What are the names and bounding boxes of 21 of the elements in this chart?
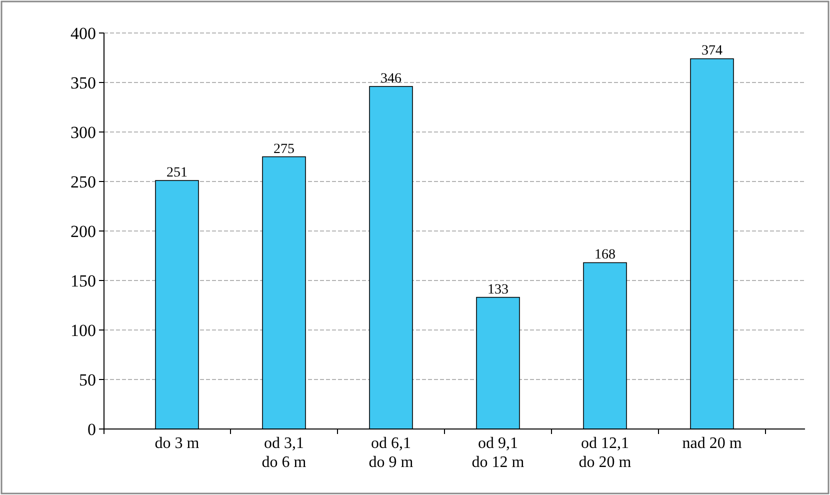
x-tick-label: do 3 m [154, 435, 200, 452]
y-tick-label: 250 [70, 172, 96, 192]
y-tick-label: 300 [70, 122, 96, 142]
data-label: 168 [594, 248, 616, 263]
y-tick-label: 200 [70, 222, 96, 241]
y-tick-label: 350 [70, 73, 96, 92]
data-label: 374 [702, 44, 722, 59]
x-tick-label: od 9,1 do 12 m [472, 435, 525, 471]
data-label: 346 [380, 71, 402, 86]
x-tick-label: od 12,1 do 20 m [578, 435, 632, 471]
data-label: 275 [274, 142, 294, 157]
y-tick-label: 50 [79, 370, 96, 390]
x-tick-label: nad 20 m [682, 435, 742, 452]
x-tick-label: od 6,1 do 9 m [368, 435, 414, 471]
y-tick-label: 150 [70, 271, 96, 290]
y-tick-label: 400 [70, 24, 96, 43]
y-tick-label: 100 [70, 320, 96, 340]
data-label: 133 [488, 282, 508, 298]
data-label: 251 [166, 166, 188, 181]
x-tick-label: od 3,1 do 6 m [262, 435, 307, 471]
y-tick-label: 0 [88, 420, 96, 439]
